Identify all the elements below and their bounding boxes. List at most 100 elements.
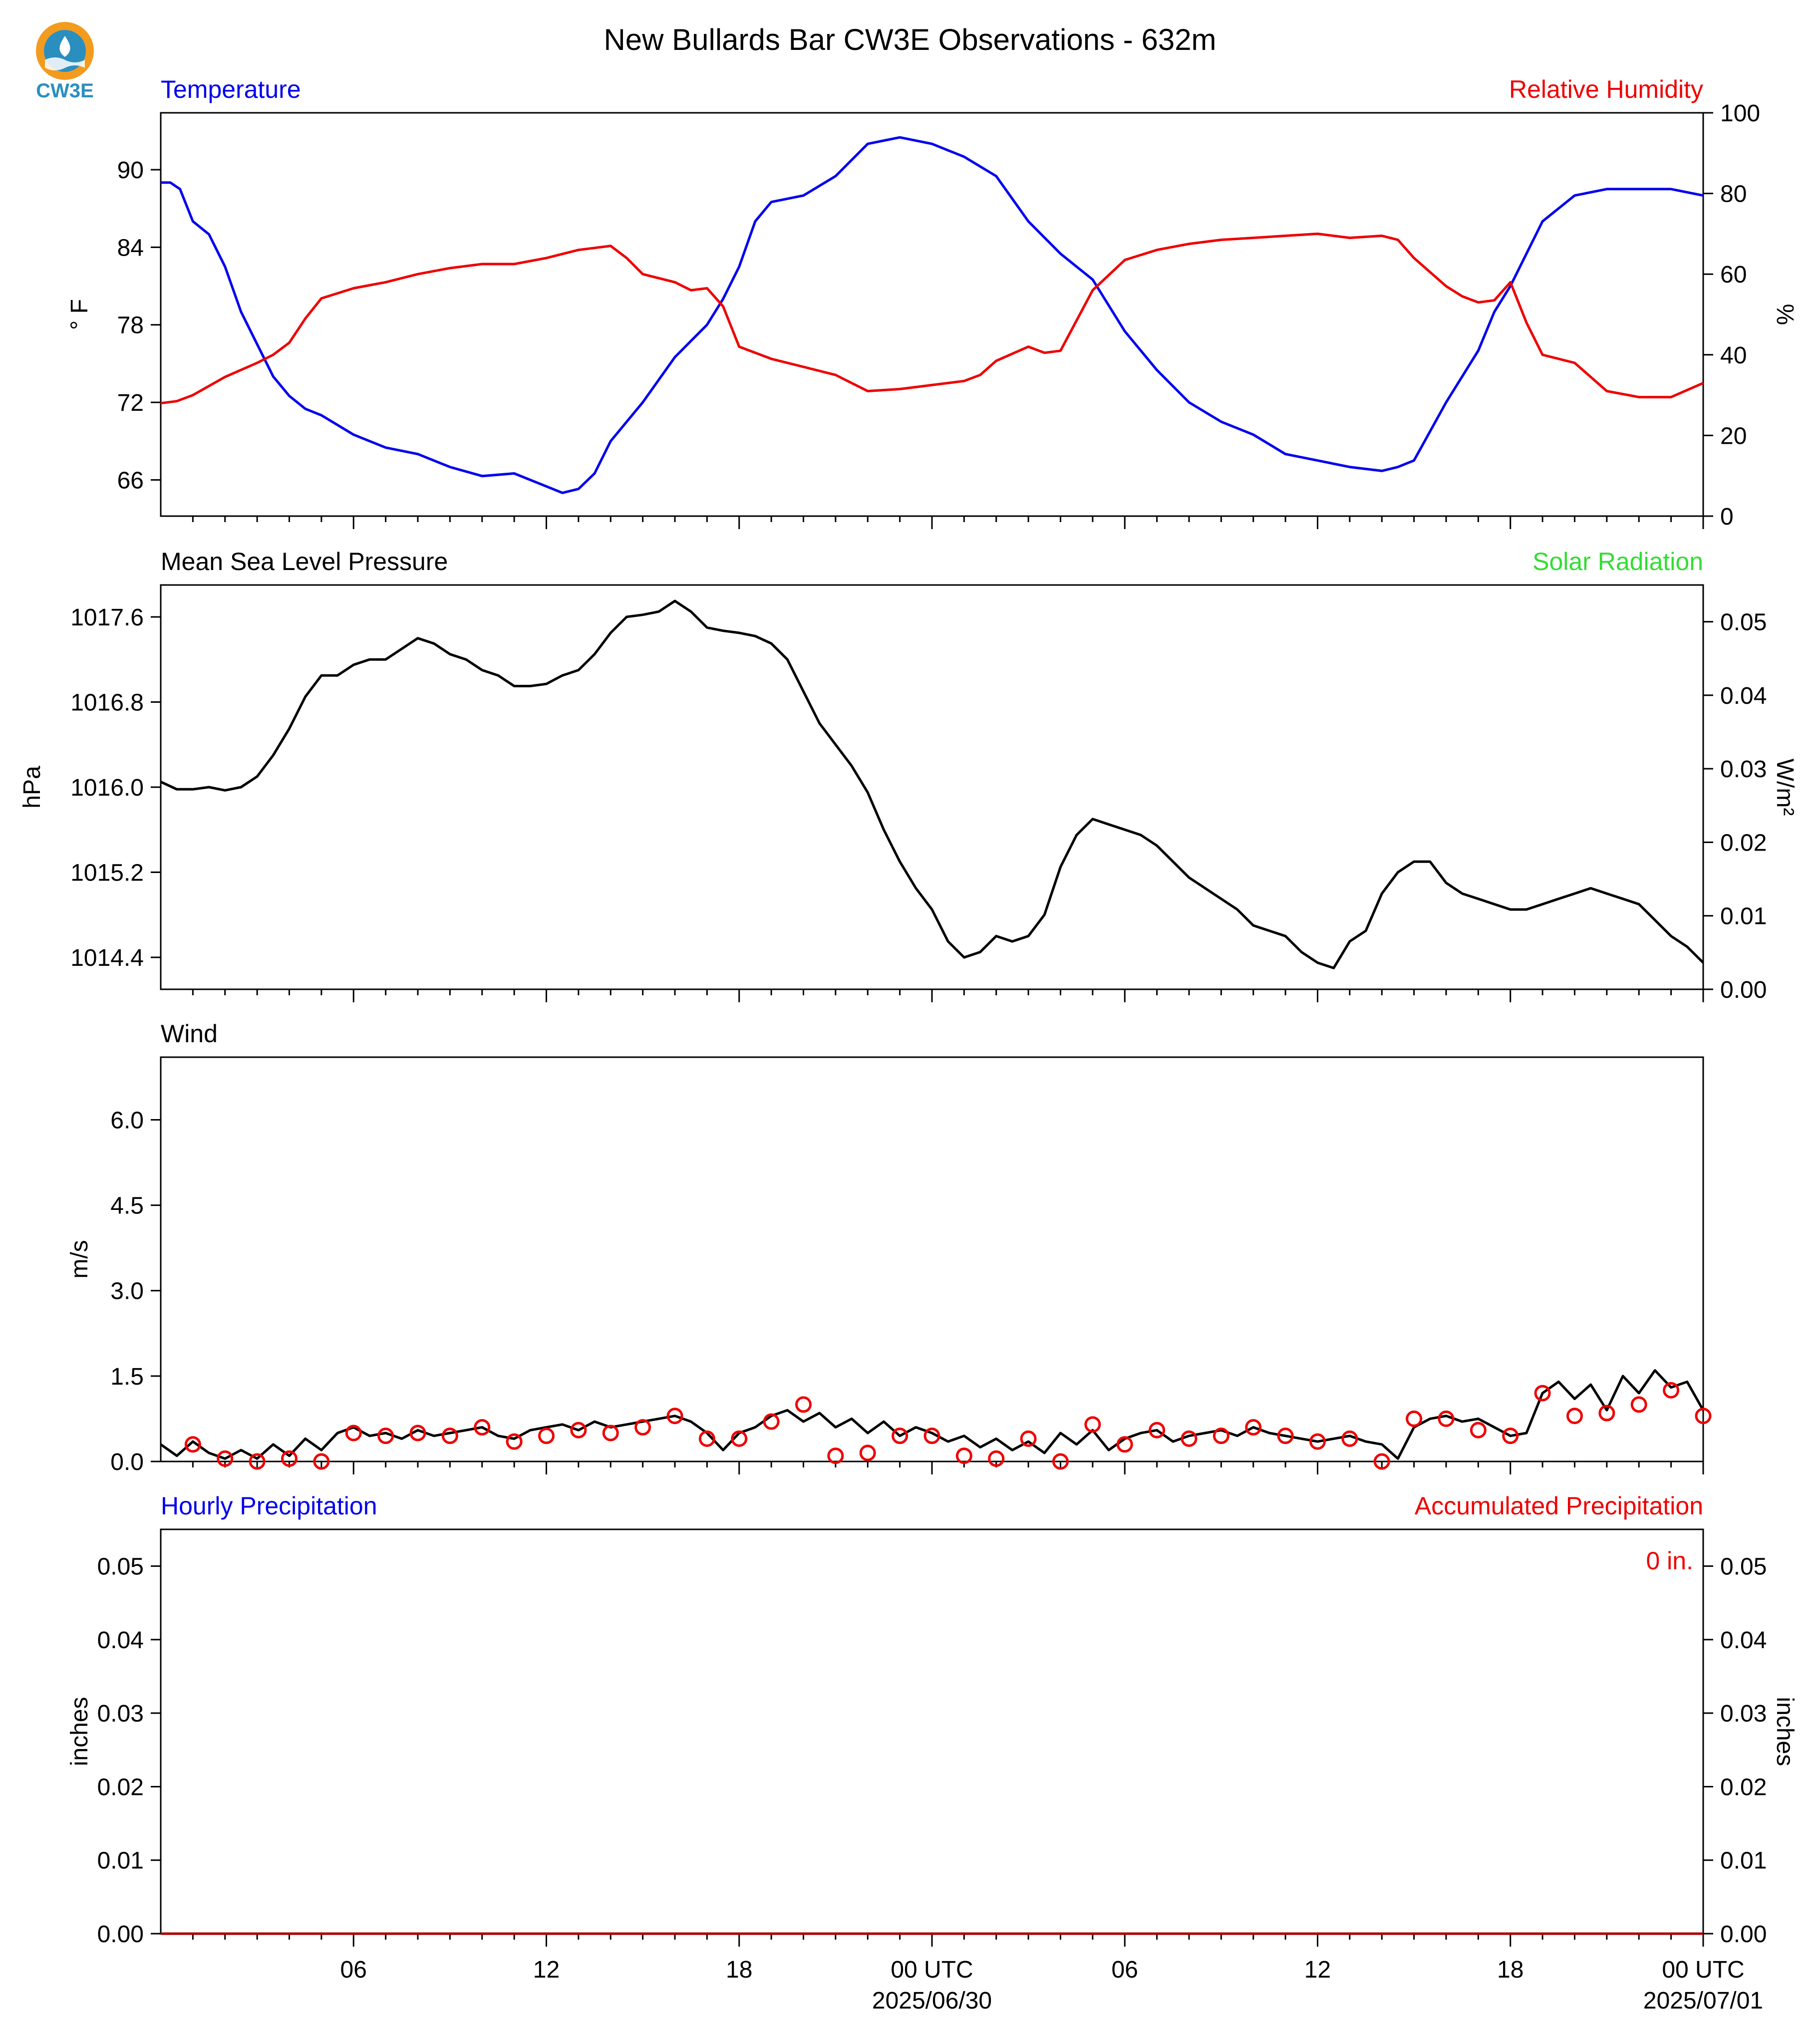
panel-title-left: Mean Sea Level Pressure xyxy=(161,548,448,576)
gust-marker xyxy=(602,1425,619,1442)
panel-title-right: Relative Humidity xyxy=(1509,75,1703,103)
gust-marker xyxy=(1341,1430,1358,1447)
y-left-tick-label: 72 xyxy=(117,390,144,416)
x-tick-label: 18 xyxy=(1497,1957,1523,1983)
y-right-tick-label: 0.03 xyxy=(1720,756,1767,783)
y-left-tick-label: 3.0 xyxy=(110,1278,144,1305)
y-left-tick-label: 1017.6 xyxy=(70,604,144,631)
series-line xyxy=(160,1369,1705,1460)
series-line xyxy=(160,232,1704,405)
gust-marker xyxy=(1020,1430,1037,1447)
y-right-tick-label: 60 xyxy=(1720,262,1747,288)
gust-marker xyxy=(377,1428,394,1445)
y-right-axis-label: W/m² xyxy=(1772,759,1798,816)
y-left-tick-label: 1015.2 xyxy=(70,860,144,886)
gust-marker xyxy=(1438,1410,1455,1427)
gust-marker xyxy=(345,1425,362,1442)
y-right-tick-label: 0.03 xyxy=(1720,1701,1767,1727)
gust-marker xyxy=(1084,1416,1101,1433)
gust-marker xyxy=(731,1430,748,1447)
x-tick-label: 06 xyxy=(1112,1957,1138,1983)
gust-marker xyxy=(538,1428,555,1445)
gust-marker xyxy=(1213,1428,1229,1445)
y-right-tick-label: 0.01 xyxy=(1720,903,1767,930)
x-date-label: 2025/06/30 xyxy=(872,1988,992,2014)
panel-precipitation: Hourly Precipitation Accumulated Precipit… xyxy=(66,1492,1798,2014)
y-left-tick-label: 0.05 xyxy=(97,1554,144,1580)
gust-marker xyxy=(988,1450,1005,1467)
gust-marker xyxy=(827,1448,844,1464)
gust-marker xyxy=(1630,1396,1647,1413)
y-right-tick-label: 40 xyxy=(1720,342,1747,369)
panel-title-left: Hourly Precipitation xyxy=(161,1492,377,1520)
gust-marker xyxy=(1116,1436,1133,1453)
y-left-tick-label: 0.00 xyxy=(97,1921,144,1948)
series-line xyxy=(160,599,1704,969)
cw3e-logo: CW3E xyxy=(30,20,100,105)
y-left-tick-label: 84 xyxy=(117,235,144,261)
y-right-tick-label: 0.00 xyxy=(1720,977,1767,1003)
gust-marker xyxy=(1373,1453,1390,1470)
panel-temperature_humidity: Temperature Relative Humidity 66 72 78 84 90 0 2… xyxy=(66,75,1798,530)
gust-marker xyxy=(795,1396,812,1413)
chart-title: New Bullards Bar CW3E Observations - 632… xyxy=(604,23,1216,56)
x-tick-label: 12 xyxy=(1304,1957,1331,1983)
y-right-tick-label: 80 xyxy=(1720,181,1747,208)
gust-marker xyxy=(184,1436,201,1453)
gust-marker xyxy=(1534,1385,1551,1402)
plot-frame xyxy=(160,1528,1704,1935)
logo-text: CW3E xyxy=(36,80,94,102)
y-left-tick-label: 6.0 xyxy=(110,1107,144,1134)
y-right-tick-label: 0.05 xyxy=(1720,1554,1767,1580)
y-right-tick-label: 0.05 xyxy=(1720,609,1767,636)
gust-marker xyxy=(763,1413,780,1430)
gust-marker xyxy=(1406,1410,1423,1427)
y-left-tick-label: 0.0 xyxy=(110,1449,144,1475)
y-left-tick-label: 0.02 xyxy=(97,1774,144,1800)
gust-marker xyxy=(1149,1422,1166,1439)
x-tick-label: 00 UTC xyxy=(891,1957,973,1983)
gust-marker xyxy=(249,1453,266,1470)
y-right-tick-label: 100 xyxy=(1720,100,1760,127)
y-left-tick-label: 1016.8 xyxy=(70,689,144,716)
gust-marker xyxy=(1663,1382,1680,1399)
accumulated-annotation: 0 in. xyxy=(1646,1547,1693,1575)
gust-marker xyxy=(666,1408,683,1425)
panel-title-left: Temperature xyxy=(161,75,301,103)
gust-marker xyxy=(1245,1419,1262,1436)
gust-marker xyxy=(1695,1408,1712,1425)
panel-pressure_solar: Mean Sea Level Pressure Solar Radiation 10… xyxy=(19,548,1798,1003)
cw3e-logo-icon xyxy=(36,22,94,80)
y-right-tick-label: 0.04 xyxy=(1720,683,1767,709)
gust-marker xyxy=(859,1445,876,1461)
gust-marker xyxy=(923,1428,940,1445)
gust-marker xyxy=(1470,1422,1487,1439)
gust-marker xyxy=(570,1422,587,1439)
gust-marker xyxy=(1502,1428,1519,1445)
gust-marker xyxy=(1309,1433,1326,1450)
gust-marker xyxy=(409,1425,426,1442)
gust-marker xyxy=(892,1428,909,1445)
y-left-tick-label: 0.01 xyxy=(97,1848,144,1874)
panel-title-right: Accumulated Precipitation xyxy=(1415,1492,1703,1520)
y-right-tick-label: 0.02 xyxy=(1720,1774,1767,1800)
y-right-axis-label: inches xyxy=(1772,1697,1798,1766)
y-left-tick-label: 0.04 xyxy=(97,1627,144,1654)
gust-marker xyxy=(1277,1428,1294,1445)
plot-frame xyxy=(160,584,1704,990)
y-left-axis-label: m/s xyxy=(66,1240,93,1278)
y-left-tick-label: 1014.4 xyxy=(70,945,144,971)
panels: Temperature Relative Humidity 66 72 78 84 90 0 2… xyxy=(19,75,1798,2014)
y-left-tick-label: 4.5 xyxy=(110,1193,144,1219)
gust-marker xyxy=(1598,1405,1615,1422)
gust-marker xyxy=(217,1450,234,1467)
gust-marker xyxy=(698,1430,715,1447)
gust-marker xyxy=(1566,1408,1583,1425)
x-tick-label: 18 xyxy=(726,1957,752,1983)
y-right-tick-label: 0.02 xyxy=(1720,830,1767,856)
y-left-tick-label: 1016.0 xyxy=(70,775,144,801)
y-left-axis-label: hPa xyxy=(19,766,45,809)
gust-marker xyxy=(955,1448,972,1464)
y-left-tick-label: 1.5 xyxy=(110,1364,144,1390)
